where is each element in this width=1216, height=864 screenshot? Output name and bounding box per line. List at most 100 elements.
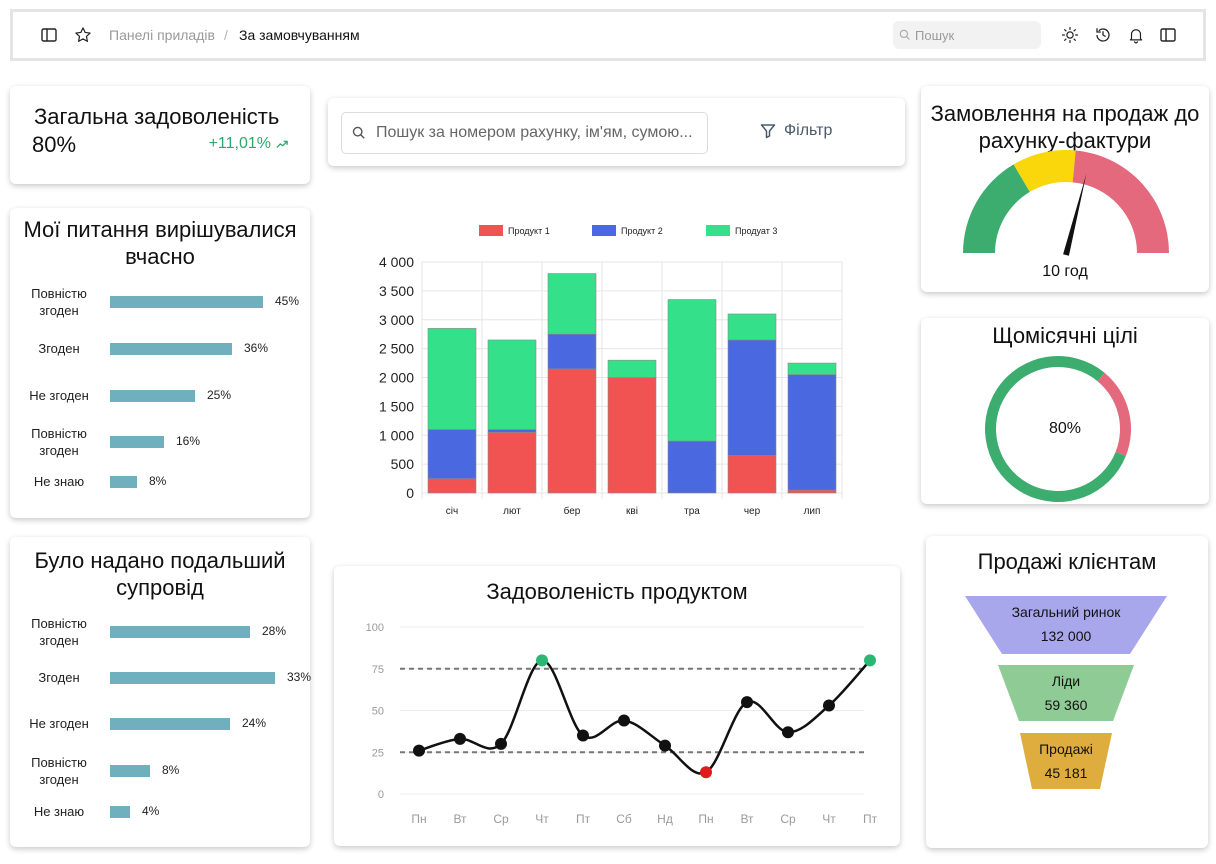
bar-value: 16% xyxy=(176,434,201,448)
data-point xyxy=(618,714,630,727)
x-tick-label: січ xyxy=(446,506,458,517)
bar-label: Повністю згоден xyxy=(31,755,87,787)
satisfaction-value: 80% xyxy=(32,132,77,157)
y-tick-label: 50 xyxy=(372,706,384,718)
history-icon[interactable] xyxy=(1093,25,1113,45)
funnel-stage-label: Загальний ринок xyxy=(1012,604,1122,620)
gauge-segment xyxy=(963,164,1030,253)
data-point xyxy=(454,732,466,745)
funnel-card: Продажі клієнтам Загальний ринок 132 000 Л… xyxy=(926,536,1208,848)
x-tick-label: Пн xyxy=(411,812,426,826)
bar-segment xyxy=(427,478,477,494)
funnel-title: Продажі клієнтам xyxy=(977,549,1157,574)
trend-up-icon xyxy=(276,140,288,148)
funnel-chart: Загальний ринок 132 000 Ліди 59 360 Продажі 4… xyxy=(965,596,1167,789)
satisfaction-title: Загальна задоволеність xyxy=(34,104,280,129)
monthly-value: 80% xyxy=(1048,420,1082,437)
legend-swatch xyxy=(592,225,616,236)
bar-segment xyxy=(607,377,657,494)
star-icon[interactable] xyxy=(73,25,93,45)
data-point xyxy=(823,699,835,712)
y-tick-label: 3 500 xyxy=(379,283,414,299)
x-tick-label: Чт xyxy=(535,812,549,826)
invoice-search-input[interactable]: Пошук за номером рахунку, ім'ям, сумою..… xyxy=(341,112,708,154)
bar-segment xyxy=(547,333,597,370)
bar-value: 33% xyxy=(287,670,312,684)
breadcrumb-root[interactable]: Панелі приладів xyxy=(109,27,215,43)
bar xyxy=(110,296,263,308)
panel-icon[interactable] xyxy=(1158,25,1178,45)
bar-label: Не знаю xyxy=(33,804,85,819)
bar-segment xyxy=(487,429,537,433)
resolved-title: Мої питання вирішувалися вчасно xyxy=(23,217,297,269)
legend-label: Продуат 3 xyxy=(735,226,777,236)
bar-label: Не знаю xyxy=(33,474,85,489)
legend-label: Продукт 1 xyxy=(508,226,550,236)
y-tick-label: 1 500 xyxy=(379,398,414,414)
data-point xyxy=(864,654,876,667)
x-tick-label: кві xyxy=(626,506,638,517)
resolved-card: Мої питання вирішувалися вчасно Повністю… xyxy=(10,208,310,518)
bar-value: 24% xyxy=(242,716,267,730)
x-tick-label: Сб xyxy=(616,812,632,826)
legend-swatch xyxy=(706,225,730,236)
bar xyxy=(110,718,230,730)
x-tick-label: Нд xyxy=(657,812,673,826)
sun-icon[interactable] xyxy=(1060,25,1080,45)
bar-segment xyxy=(487,432,537,494)
x-tick-label: Вт xyxy=(740,812,754,826)
bar-value: 28% xyxy=(262,624,287,638)
funnel-stage xyxy=(1020,733,1112,789)
gauge-card: Замовлення на продаж до рахунку-фактури … xyxy=(921,86,1209,292)
bar xyxy=(110,765,150,777)
data-point xyxy=(700,766,712,779)
sidebar-icon[interactable] xyxy=(39,25,59,45)
bar-segment xyxy=(547,368,597,494)
satisfaction-change-value: +11,01% xyxy=(208,135,271,152)
funnel-stage xyxy=(965,596,1167,654)
bar xyxy=(110,343,232,355)
bar xyxy=(110,390,195,402)
bar-label: Згоден xyxy=(38,670,80,685)
product-satisfaction-card: Задоволеність продуктом 0 25 50 75 100 Пн Вт Ср… xyxy=(334,566,900,846)
bar-value: 45% xyxy=(275,294,300,308)
bar-segment xyxy=(427,328,477,430)
satisfaction-card: Загальна задоволеність 80% +11,01% xyxy=(10,86,310,184)
filter-button[interactable]: Фільтр xyxy=(760,122,832,140)
gauge-segment xyxy=(1072,150,1169,253)
bar-segment xyxy=(667,299,717,442)
filter-icon xyxy=(760,124,776,139)
x-tick-label: лют xyxy=(503,506,521,517)
bell-icon[interactable] xyxy=(1126,25,1146,45)
bar-segment xyxy=(487,339,537,430)
x-tick-label: Пн xyxy=(698,812,713,826)
data-point xyxy=(741,696,753,709)
x-tick-label: Вт xyxy=(453,812,467,826)
donut-remaining xyxy=(1097,372,1131,456)
search-input[interactable]: Пошук xyxy=(893,21,1041,49)
funnel-stage-value: 45 181 xyxy=(1045,765,1088,781)
breadcrumb-current[interactable]: За замовчуванням xyxy=(239,27,360,43)
bar-label: Згоден xyxy=(38,341,80,356)
y-tick-label: 2 500 xyxy=(379,341,414,357)
monthly-goals-card: Щомісячні цілі 80% xyxy=(921,318,1209,504)
data-point xyxy=(659,739,671,752)
search-placeholder: Пошук xyxy=(915,27,955,43)
data-point xyxy=(536,654,548,667)
bar-segment xyxy=(667,440,717,494)
legend-swatch xyxy=(479,225,503,236)
y-tick-label: 75 xyxy=(372,664,384,676)
legend-label: Продукт 2 xyxy=(621,226,663,236)
bar-label: Не згоден xyxy=(29,388,89,403)
bar-label: Повністю згоден xyxy=(31,616,87,648)
bar-segment xyxy=(787,374,837,491)
gauge-segment xyxy=(1013,150,1076,192)
x-tick-label: Пт xyxy=(863,812,878,826)
funnel-stage-label: Ліди xyxy=(1052,673,1080,689)
gauge-needle xyxy=(1063,173,1087,256)
followup-card: Було надано подальший супровід Повністю … xyxy=(10,537,312,847)
x-tick-label: Пт xyxy=(576,812,591,826)
bar xyxy=(110,672,275,684)
x-tick-label: лип xyxy=(804,506,821,517)
gauge-value: 10 год xyxy=(1042,263,1088,280)
